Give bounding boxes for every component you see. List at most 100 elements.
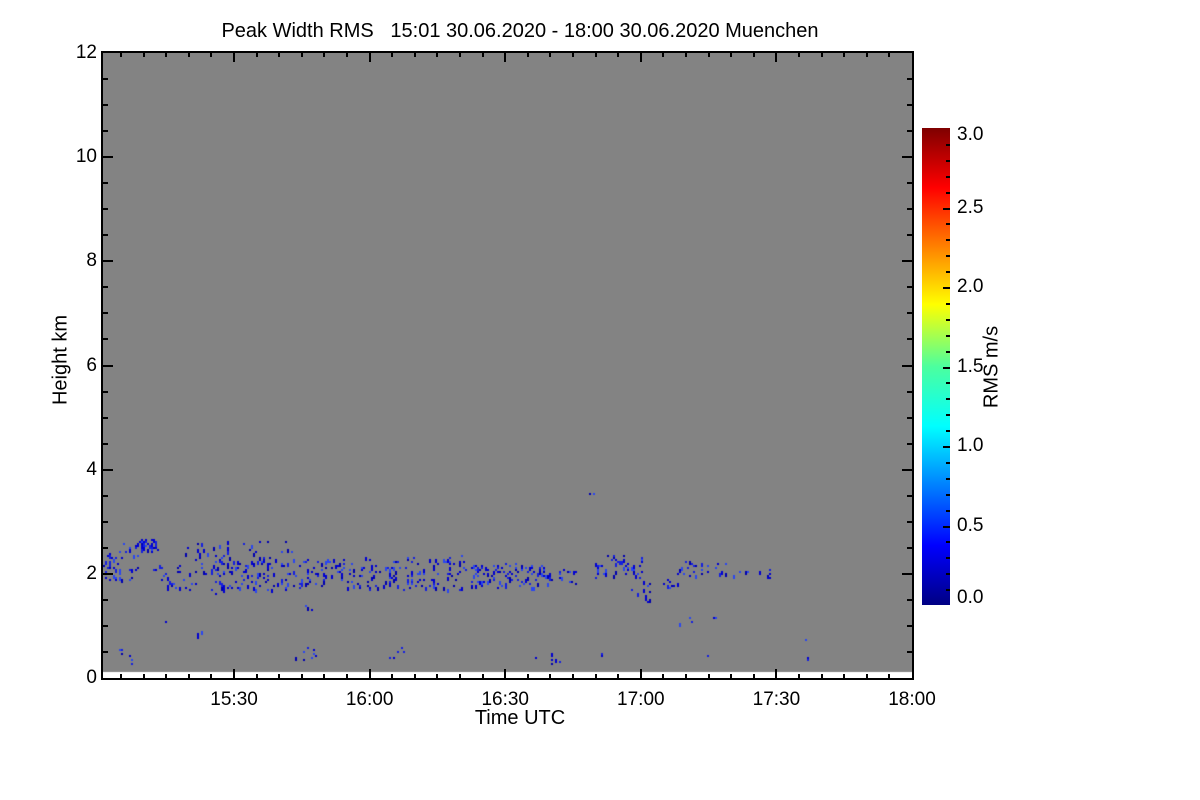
x-major-tick [233, 53, 235, 62]
y-major-tick [902, 156, 912, 158]
y-major-tick [103, 469, 113, 471]
y-minor-tick [103, 312, 108, 314]
y-minor-tick [103, 495, 108, 497]
x-major-tick [640, 53, 642, 62]
x-major-tick [775, 669, 777, 678]
x-minor-tick [821, 674, 823, 678]
colorbar-tick-label: 0.5 [957, 514, 984, 536]
x-minor-tick [549, 53, 551, 57]
y-tick-label: 2 [86, 562, 97, 584]
y-tick-label: 6 [86, 354, 97, 376]
chart-title: Peak Width RMS 15:01 30.06.2020 - 18:00 … [221, 20, 819, 42]
y-minor-tick [103, 599, 108, 601]
x-minor-tick [165, 53, 167, 57]
x-minor-tick [323, 53, 325, 57]
colorbar-minor-tick [946, 255, 950, 257]
colorbar [922, 128, 950, 605]
x-minor-tick [866, 674, 868, 678]
y-minor-tick [103, 104, 108, 106]
x-minor-tick [346, 53, 348, 57]
colorbar-minor-tick [946, 176, 950, 178]
y-minor-tick [907, 338, 912, 340]
x-minor-tick [821, 53, 823, 57]
y-minor-tick [103, 234, 108, 236]
y-minor-tick [907, 312, 912, 314]
y-minor-tick [907, 599, 912, 601]
colorbar-minor-tick [946, 430, 950, 432]
colorbar-major-tick [943, 446, 950, 448]
colorbar-minor-tick [946, 319, 950, 321]
x-minor-tick [595, 53, 597, 57]
y-tick-label: 8 [86, 250, 97, 272]
x-minor-tick [391, 53, 393, 57]
x-minor-tick [798, 674, 800, 678]
x-major-tick [775, 53, 777, 62]
x-minor-tick [753, 674, 755, 678]
plot-area [101, 51, 914, 680]
x-axis-title: Time UTC [474, 707, 566, 729]
colorbar-minor-tick [946, 589, 950, 591]
colorbar-minor-tick [946, 398, 950, 400]
colorbar-minor-tick [946, 192, 950, 194]
x-major-tick [369, 669, 371, 678]
colorbar-minor-tick [946, 303, 950, 305]
y-minor-tick [907, 182, 912, 184]
x-minor-tick [391, 674, 393, 678]
x-minor-tick [662, 53, 664, 57]
x-tick-label: 16:00 [345, 689, 394, 710]
y-minor-tick [103, 338, 108, 340]
y-minor-tick [103, 286, 108, 288]
x-tick-label: 15:30 [210, 689, 258, 710]
x-major-tick [504, 669, 506, 678]
x-minor-tick [210, 53, 212, 57]
x-minor-tick [888, 674, 890, 678]
y-minor-tick [907, 547, 912, 549]
y-major-tick [103, 156, 113, 158]
x-tick-label: 17:30 [752, 689, 801, 710]
colorbar-major-tick [943, 367, 950, 369]
y-minor-tick [907, 625, 912, 627]
colorbar-minor-tick [946, 494, 950, 496]
colorbar-major-tick [943, 526, 950, 528]
colorbar-minor-tick [946, 478, 950, 480]
y-minor-tick [907, 495, 912, 497]
y-minor-tick [103, 625, 108, 627]
x-minor-tick [685, 53, 687, 57]
colorbar-minor-tick [946, 462, 950, 464]
y-minor-tick [907, 443, 912, 445]
colorbar-minor-tick [946, 335, 950, 337]
colorbar-minor-tick [946, 239, 950, 241]
colorbar-tick-label: 1.0 [957, 435, 984, 456]
x-minor-tick [843, 674, 845, 678]
x-minor-tick [708, 53, 710, 57]
y-minor-tick [907, 78, 912, 80]
colorbar-title: RMS m/s [980, 325, 1003, 409]
x-minor-tick [572, 53, 574, 57]
x-minor-tick [482, 53, 484, 57]
colorbar-tick-label: 3.0 [957, 124, 984, 145]
y-minor-tick [103, 208, 108, 210]
x-major-tick [369, 53, 371, 62]
x-minor-tick [685, 674, 687, 678]
colorbar-minor-tick [946, 223, 950, 225]
y-major-tick [103, 260, 113, 262]
y-major-tick [902, 469, 912, 471]
y-minor-tick [907, 208, 912, 210]
x-tick-label: 18:00 [888, 689, 936, 710]
colorbar-tick-label: 0.0 [957, 587, 984, 608]
x-minor-tick [708, 674, 710, 678]
y-minor-tick [907, 651, 912, 653]
y-minor-tick [103, 417, 108, 419]
x-minor-tick [459, 674, 461, 678]
y-minor-tick [103, 521, 108, 523]
y-axis-title: Height km [49, 314, 72, 406]
x-minor-tick [256, 53, 258, 57]
y-major-tick [902, 260, 912, 262]
radar-speckle-canvas [103, 53, 912, 678]
x-minor-tick [188, 674, 190, 678]
colorbar-minor-tick [946, 144, 950, 146]
x-minor-tick [165, 674, 167, 678]
colorbar-tick-label: 2.5 [957, 196, 984, 218]
y-major-tick [902, 365, 912, 367]
x-minor-tick [730, 53, 732, 57]
